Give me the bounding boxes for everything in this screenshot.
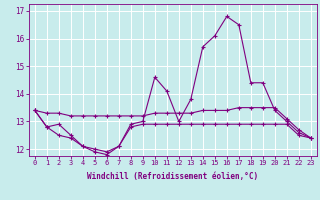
X-axis label: Windchill (Refroidissement éolien,°C): Windchill (Refroidissement éolien,°C) xyxy=(87,172,258,181)
